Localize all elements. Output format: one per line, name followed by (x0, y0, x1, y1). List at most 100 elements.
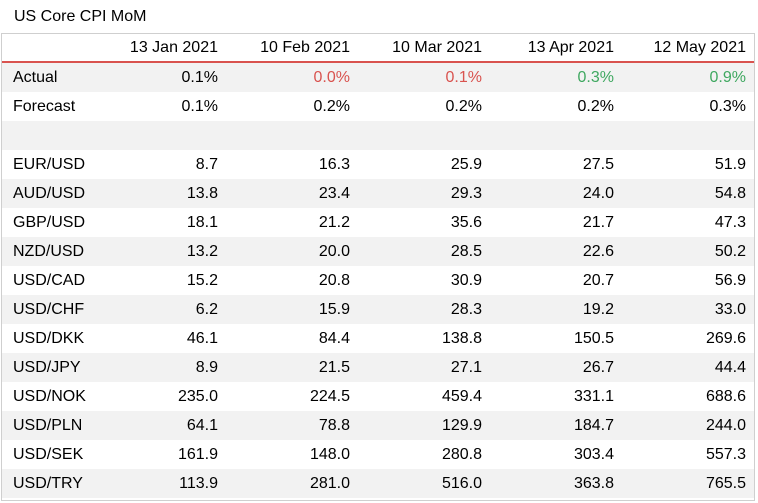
pair-label: USD/NOK (13, 387, 86, 405)
actual-value: 0.3% (490, 62, 622, 92)
forecast-row: Forecast 0.1% 0.2% 0.2% 0.2% 0.3% (2, 92, 754, 121)
header-corner (2, 34, 94, 63)
pair-value: 51.9 (714, 155, 746, 173)
pair-value: 20.0 (226, 237, 358, 266)
pair-value: 46.1 (186, 329, 218, 347)
pair-row: USD/PLN 64.1 78.8 129.9 184.7 244.0 (2, 411, 754, 440)
pair-value: 8.9 (94, 353, 226, 382)
pair-value: 20.8 (318, 271, 350, 289)
pair-value: 13.8 (94, 179, 226, 208)
pair-value: 54.8 (622, 179, 754, 208)
pair-value: 303.4 (573, 445, 614, 463)
pair-value: 33.0 (622, 295, 754, 324)
header-row: 13 Jan 2021 10 Feb 2021 10 Mar 2021 13 A… (2, 34, 754, 63)
pair-value: 30.9 (450, 271, 482, 289)
cpi-volatility-table: 13 Jan 2021 10 Feb 2021 10 Mar 2021 13 A… (2, 34, 754, 498)
actual-value: 0.0% (226, 62, 358, 92)
pair-label: USD/DKK (13, 329, 85, 347)
pair-row: GBP/USD 18.1 21.2 35.6 21.7 47.3 (2, 208, 754, 237)
forecast-value: 0.2% (445, 97, 482, 115)
date-header: 13 Jan 2021 (94, 34, 226, 63)
pair-value: 148.0 (309, 445, 350, 463)
pair-value: 18.1 (186, 213, 218, 231)
pair-row: NZD/USD 13.2 20.0 28.5 22.6 50.2 (2, 237, 754, 266)
forecast-value: 0.1% (181, 97, 218, 115)
pair-label: GBP/USD (13, 213, 86, 231)
forecast-value: 0.3% (709, 97, 746, 115)
pair-label: USD/TRY (2, 469, 94, 498)
pair-value: 765.5 (622, 469, 754, 498)
pair-value: 56.9 (714, 271, 746, 289)
pair-row: USD/NOK 235.0 224.5 459.4 331.1 688.6 (2, 382, 754, 411)
pair-value: 23.4 (226, 179, 358, 208)
pair-value: 459.4 (441, 387, 482, 405)
pair-value: 21.5 (226, 353, 358, 382)
pair-value: 15.9 (226, 295, 358, 324)
pair-value: 27.1 (358, 353, 490, 382)
pair-value: 269.6 (705, 329, 746, 347)
pair-value: 138.8 (441, 329, 482, 347)
pair-value: 184.7 (490, 411, 622, 440)
pair-value: 281.0 (226, 469, 358, 498)
pair-label: USD/CHF (2, 295, 94, 324)
pair-value: 244.0 (622, 411, 754, 440)
pair-row: AUD/USD 13.8 23.4 29.3 24.0 54.8 (2, 179, 754, 208)
pair-value: 47.3 (714, 213, 746, 231)
pair-row: USD/JPY 8.9 21.5 27.1 26.7 44.4 (2, 353, 754, 382)
forecast-value: 0.2% (313, 97, 350, 115)
pair-value: 28.3 (358, 295, 490, 324)
pair-label: AUD/USD (2, 179, 94, 208)
pair-value: 363.8 (490, 469, 622, 498)
pair-row: USD/SEK 161.9 148.0 280.8 303.4 557.3 (2, 440, 754, 469)
pair-row: USD/CHF 6.2 15.9 28.3 19.2 33.0 (2, 295, 754, 324)
pair-value: 20.7 (582, 271, 614, 289)
pair-value: 16.3 (318, 155, 350, 173)
pair-value: 235.0 (177, 387, 218, 405)
date-header: 10 Mar 2021 (358, 34, 490, 63)
date-header: 13 Apr 2021 (490, 34, 622, 63)
pair-row: USD/CAD 15.2 20.8 30.9 20.7 56.9 (2, 266, 754, 295)
pair-label: USD/PLN (2, 411, 94, 440)
pair-value: 27.5 (582, 155, 614, 173)
pair-row: USD/TRY 113.9 281.0 516.0 363.8 765.5 (2, 469, 754, 498)
table-frame (1, 33, 755, 501)
pair-value: 150.5 (573, 329, 614, 347)
pair-value: 24.0 (490, 179, 622, 208)
pair-label: USD/JPY (2, 353, 94, 382)
pair-value: 161.9 (177, 445, 218, 463)
pair-value: 688.6 (705, 387, 746, 405)
row-label: Forecast (13, 97, 76, 115)
pair-value: 516.0 (358, 469, 490, 498)
actual-value: 0.1% (94, 62, 226, 92)
pair-value: 113.9 (94, 469, 226, 498)
pair-value: 64.1 (94, 411, 226, 440)
pair-value: 129.9 (358, 411, 490, 440)
pair-value: 22.6 (490, 237, 622, 266)
pair-value: 78.8 (226, 411, 358, 440)
actual-row: Actual 0.1% 0.0% 0.1% 0.3% 0.9% (2, 62, 754, 92)
pair-value: 26.7 (490, 353, 622, 382)
pair-label: USD/SEK (13, 445, 84, 463)
pair-label: NZD/USD (2, 237, 94, 266)
pair-value: 331.1 (573, 387, 614, 405)
spacer-row (2, 121, 754, 150)
date-header: 10 Feb 2021 (226, 34, 358, 63)
pair-value: 28.5 (358, 237, 490, 266)
forecast-value: 0.2% (577, 97, 614, 115)
pair-value: 50.2 (622, 237, 754, 266)
actual-value: 0.9% (622, 62, 754, 92)
pair-row: USD/DKK 46.1 84.4 138.8 150.5 269.6 (2, 324, 754, 353)
pair-value: 13.2 (94, 237, 226, 266)
pair-value: 6.2 (94, 295, 226, 324)
pair-row: EUR/USD 8.7 16.3 25.9 27.5 51.9 (2, 150, 754, 179)
table-title: US Core CPI MoM (14, 8, 147, 25)
pair-label: USD/CAD (13, 271, 86, 289)
pair-value: 557.3 (705, 445, 746, 463)
pair-value: 8.7 (195, 155, 218, 173)
pair-value: 15.2 (186, 271, 218, 289)
pair-value: 25.9 (450, 155, 482, 173)
pair-value: 29.3 (358, 179, 490, 208)
pair-value: 280.8 (441, 445, 482, 463)
pair-value: 84.4 (318, 329, 350, 347)
pair-label: EUR/USD (13, 155, 86, 173)
